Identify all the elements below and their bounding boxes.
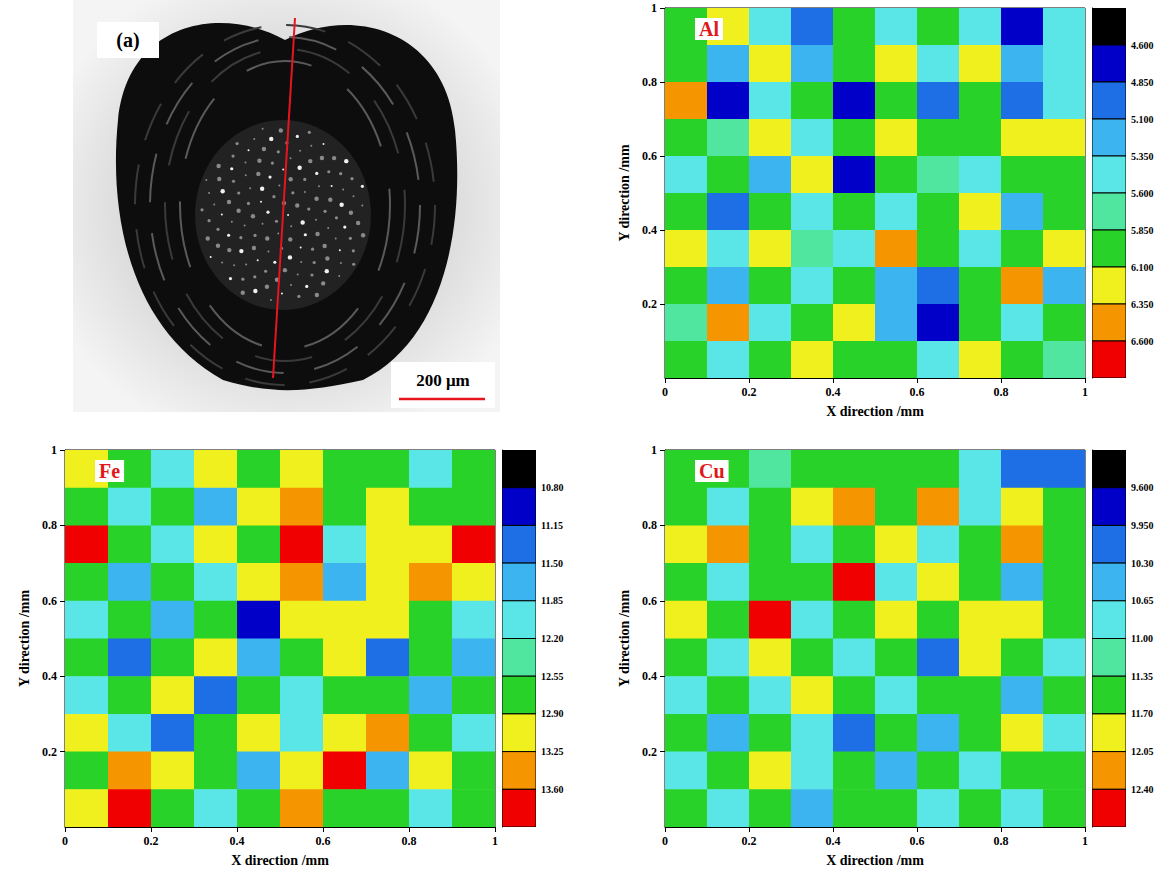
svg-text:0.8: 0.8 xyxy=(994,834,1009,848)
svg-text:X direction /mm: X direction /mm xyxy=(826,404,924,419)
svg-text:10.65: 10.65 xyxy=(1131,595,1154,606)
svg-text:12.20: 12.20 xyxy=(541,633,564,644)
svg-text:0.6: 0.6 xyxy=(316,834,331,848)
svg-text:Cu: Cu xyxy=(699,460,725,482)
svg-text:0.2: 0.2 xyxy=(642,745,657,759)
svg-text:0.8: 0.8 xyxy=(642,518,657,532)
svg-text:0.6: 0.6 xyxy=(642,149,657,163)
svg-text:Y direction /mm: Y direction /mm xyxy=(617,590,632,688)
svg-text:1: 1 xyxy=(492,834,498,848)
svg-text:1: 1 xyxy=(651,443,657,457)
svg-text:0.4: 0.4 xyxy=(826,385,841,399)
svg-text:0: 0 xyxy=(662,385,668,399)
svg-text:Al: Al xyxy=(699,18,719,40)
svg-text:0.6: 0.6 xyxy=(910,385,925,399)
svg-text:5.850: 5.850 xyxy=(1131,225,1154,236)
svg-text:0.4: 0.4 xyxy=(826,834,841,848)
svg-text:0.4: 0.4 xyxy=(642,669,657,683)
svg-text:6.600: 6.600 xyxy=(1131,336,1154,347)
svg-text:Y direction /mm: Y direction /mm xyxy=(17,590,32,688)
svg-text:0: 0 xyxy=(662,834,668,848)
svg-text:0.4: 0.4 xyxy=(42,669,57,683)
svg-text:10.30: 10.30 xyxy=(1131,558,1154,569)
svg-text:12.40: 12.40 xyxy=(1131,784,1154,795)
svg-text:11.35: 11.35 xyxy=(1131,671,1153,682)
svg-text:11.85: 11.85 xyxy=(541,595,563,606)
svg-text:9.950: 9.950 xyxy=(1131,520,1154,531)
svg-text:11.70: 11.70 xyxy=(1131,708,1153,719)
svg-text:0.8: 0.8 xyxy=(642,75,657,89)
svg-text:0.2: 0.2 xyxy=(42,745,57,759)
svg-text:0.4: 0.4 xyxy=(642,223,657,237)
svg-text:5.350: 5.350 xyxy=(1131,151,1154,162)
svg-text:1: 1 xyxy=(651,1,657,15)
svg-text:12.90: 12.90 xyxy=(541,708,564,719)
svg-text:9.600: 9.600 xyxy=(1131,482,1154,493)
svg-text:6.350: 6.350 xyxy=(1131,299,1154,310)
svg-text:11.15: 11.15 xyxy=(541,520,563,531)
svg-text:0.6: 0.6 xyxy=(642,594,657,608)
svg-text:0.8: 0.8 xyxy=(994,385,1009,399)
svg-text:4.850: 4.850 xyxy=(1131,77,1154,88)
svg-text:0.6: 0.6 xyxy=(42,594,57,608)
svg-text:0.2: 0.2 xyxy=(144,834,159,848)
svg-text:0: 0 xyxy=(62,834,68,848)
svg-text:1: 1 xyxy=(1082,834,1088,848)
svg-text:0.2: 0.2 xyxy=(742,834,757,848)
svg-text:12.55: 12.55 xyxy=(541,671,564,682)
svg-text:0.6: 0.6 xyxy=(910,834,925,848)
svg-text:11.50: 11.50 xyxy=(541,558,563,569)
svg-text:11.00: 11.00 xyxy=(1131,633,1153,644)
svg-text:5.600: 5.600 xyxy=(1131,188,1154,199)
svg-text:(a): (a) xyxy=(116,29,139,52)
svg-text:0.8: 0.8 xyxy=(42,518,57,532)
svg-text:1: 1 xyxy=(1082,385,1088,399)
svg-text:200 μm: 200 μm xyxy=(416,371,470,390)
svg-text:0.8: 0.8 xyxy=(402,834,417,848)
svg-text:X direction /mm: X direction /mm xyxy=(231,853,329,868)
svg-text:10.80: 10.80 xyxy=(541,482,564,493)
svg-text:0.2: 0.2 xyxy=(642,297,657,311)
svg-text:0.4: 0.4 xyxy=(230,834,245,848)
svg-text:13.25: 13.25 xyxy=(541,746,564,757)
svg-text:X direction /mm: X direction /mm xyxy=(826,853,924,868)
svg-text:0.2: 0.2 xyxy=(742,385,757,399)
svg-text:1: 1 xyxy=(51,443,57,457)
svg-text:Y direction /mm: Y direction /mm xyxy=(617,144,632,242)
svg-text:6.100: 6.100 xyxy=(1131,262,1154,273)
svg-text:5.100: 5.100 xyxy=(1131,114,1154,125)
svg-text:12.05: 12.05 xyxy=(1131,746,1154,757)
svg-text:Fe: Fe xyxy=(99,460,120,482)
svg-text:13.60: 13.60 xyxy=(541,784,564,795)
svg-text:4.600: 4.600 xyxy=(1131,40,1154,51)
